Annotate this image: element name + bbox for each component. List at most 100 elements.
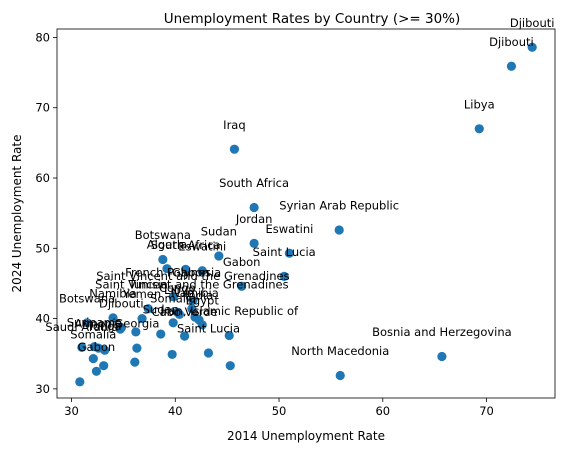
point-label: Saudi Arabia — [45, 320, 118, 334]
data-point — [225, 361, 235, 371]
data-point — [88, 354, 98, 364]
data-point — [279, 271, 289, 282]
point-label: Yemen — [122, 287, 161, 301]
x-tick-label: 50 — [272, 404, 287, 418]
data-point — [131, 327, 141, 337]
point-label: Sudan — [143, 303, 179, 317]
point-label: Gabon — [172, 265, 210, 279]
data-point — [203, 348, 214, 358]
point-label: Sudan — [201, 225, 237, 239]
data-point — [188, 295, 198, 305]
data-point — [527, 42, 537, 52]
data-point — [168, 318, 178, 328]
data-point — [156, 329, 166, 339]
y-tick-label: 70 — [35, 101, 50, 115]
data-point — [474, 124, 484, 134]
data-point — [168, 292, 178, 302]
y-tick-label: 30 — [35, 382, 50, 396]
point-label: North Macedonia — [291, 344, 389, 358]
point-label: Gabon — [223, 255, 261, 269]
point-label: Armenia — [74, 317, 122, 331]
data-point — [224, 330, 234, 341]
x-tick-label: 70 — [479, 404, 494, 418]
data-point — [77, 342, 87, 352]
point-label: Gabon — [78, 340, 116, 354]
point-label: Congo — [159, 281, 196, 295]
point-label: Saint Lucia — [177, 322, 240, 336]
point-label: Saint Lucia — [253, 245, 316, 259]
point-label: Algeria — [147, 237, 187, 251]
data-point — [284, 248, 294, 258]
x-tick-label: 30 — [64, 404, 79, 418]
data-point — [99, 361, 109, 371]
data-point — [130, 357, 140, 367]
data-point — [180, 331, 190, 341]
chart-title: Unemployment Rates by Country (>= 30%) — [164, 11, 461, 27]
data-point — [132, 343, 142, 353]
data-point — [335, 370, 345, 381]
point-label: Botswana — [59, 291, 115, 305]
point-label: Jordan — [235, 212, 273, 226]
data-point — [137, 313, 147, 324]
point-label: Djibouti — [99, 296, 144, 310]
data-point — [100, 345, 110, 355]
x-tick-label: 60 — [375, 404, 390, 418]
y-tick-label: 40 — [35, 312, 50, 326]
point-label: Iraq — [223, 118, 245, 132]
y-axis-label: 2024 Unemployment Rate — [10, 135, 24, 293]
data-point — [214, 251, 224, 261]
data-point — [249, 238, 259, 248]
data-point — [197, 320, 207, 330]
point-label: Cabo Verde — [152, 305, 218, 319]
point-label: Djibouti — [489, 35, 534, 49]
data-point — [437, 351, 447, 362]
point-label: South Africa — [151, 238, 221, 252]
point-label: Somalia — [70, 327, 116, 341]
point-label: Georgia — [114, 317, 159, 331]
x-axis-label: 2014 Unemployment Rate — [227, 429, 385, 443]
y-tick-label: 50 — [35, 241, 50, 255]
point-label: Tunisia — [128, 277, 168, 291]
data-point — [197, 266, 207, 276]
point-label: Iran, Islamic Republic of — [160, 304, 299, 318]
data-point — [167, 349, 177, 360]
point-label: Egypt — [186, 294, 220, 308]
data-point — [229, 144, 240, 154]
point-label: Eswatini — [178, 239, 226, 253]
data-point — [143, 304, 153, 314]
plot-area: 30 40 50 60 70 30 40 50 60 70 80 Djibouti Djibouti Li… — [35, 16, 554, 418]
point-label: Namibia — [89, 286, 137, 300]
y-tick-label: 60 — [35, 171, 50, 185]
point-label: Bosnia and Herzegovina — [372, 325, 512, 339]
point-label: Tonga — [87, 319, 122, 333]
point-label: Botswana — [135, 228, 191, 242]
point-label: India — [185, 289, 213, 303]
plot-frame — [56, 28, 556, 399]
data-point — [162, 264, 172, 274]
data-point — [82, 318, 92, 328]
point-label: Suriname — [67, 315, 122, 329]
point-label: Saint Vincent and the Grenadines — [96, 269, 289, 283]
data-point — [91, 366, 102, 376]
data-point — [187, 304, 197, 314]
data-point — [158, 254, 168, 265]
point-label: Libya — [464, 97, 495, 111]
x-tick-label: 40 — [168, 404, 183, 418]
point-label: Djibouti — [510, 16, 555, 30]
point-label: South Africa — [219, 176, 289, 190]
point-label: Eswatini — [265, 222, 313, 236]
point-label: Syrian Arab Republic — [279, 199, 399, 213]
data-point — [334, 225, 344, 235]
point-label: Namibia — [171, 286, 219, 300]
data-point — [506, 61, 517, 71]
data-point — [249, 202, 259, 213]
point-label: French Polynesia — [125, 265, 221, 279]
data-point — [75, 377, 85, 387]
point-label: Libya — [164, 283, 195, 297]
y-tick-label: 80 — [35, 30, 50, 44]
data-point — [237, 281, 247, 291]
point-label: Somalia — [150, 291, 196, 305]
point-label: Saint Vincent and the Grenadines — [95, 277, 288, 291]
